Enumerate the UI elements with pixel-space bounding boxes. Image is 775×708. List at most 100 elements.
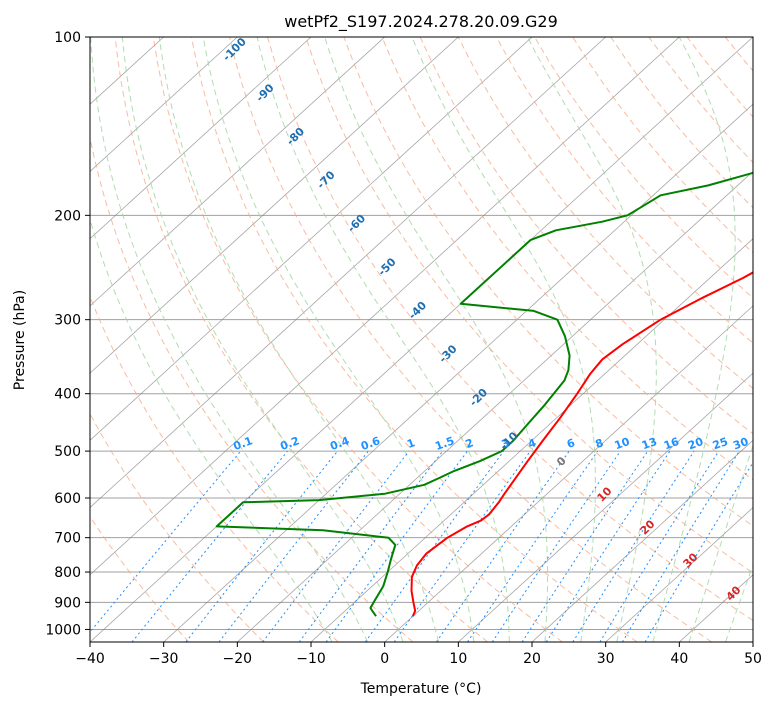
x-axis: −40 −30 −20 −10 0 10 20 30 40 50 <box>75 642 762 667</box>
y-tick-label: 600 <box>54 491 81 507</box>
isotherm-line <box>90 37 606 509</box>
dry-adiabat-label: -90 <box>253 81 276 104</box>
moist-adiabat <box>202 37 475 642</box>
mixing-ratio-label: 6 <box>565 436 577 451</box>
mixing-ratio-line <box>467 450 599 642</box>
mixing-ratio-line <box>393 450 531 642</box>
mixing-ratio-line <box>131 450 288 642</box>
x-tick-label: −30 <box>149 651 179 667</box>
x-tick-label: −20 <box>223 651 253 667</box>
isotherm-line <box>237 170 753 642</box>
dry-adiabat <box>229 37 712 642</box>
dry-adiabat-label: -40 <box>406 299 429 322</box>
mixing-ratio-line <box>521 450 649 642</box>
mixing-ratio-line <box>364 450 505 642</box>
moist-adiabat <box>324 37 549 642</box>
dry-adiabat-label: -80 <box>284 125 307 148</box>
dry-adiabat <box>90 412 264 642</box>
isotherm-line <box>163 103 753 642</box>
y-axis: 100 200 300 400 500 600 700 800 900 1000 <box>45 30 90 638</box>
chart-title: wetPf2_S197.2024.278.20.09.G29 <box>284 12 558 32</box>
dry-adiabat-label: -20 <box>467 386 490 409</box>
moist-adiabat <box>411 37 596 642</box>
guide-labels: 0.1 0.2 0.4 0.6 1 1.5 2 3 4 6 8 10 13 16 20 25 30 36-100-… <box>220 37 771 604</box>
isotherm-line <box>90 37 459 374</box>
x-tick-label: 10 <box>449 651 467 667</box>
isotherm-line <box>90 37 680 576</box>
dry-adiabat-label: -30 <box>436 342 459 365</box>
isotherm-line <box>90 37 753 642</box>
mixing-ratio-label: 1.5 <box>433 434 456 453</box>
mixing-ratio-line <box>90 450 242 633</box>
moist-adiabat <box>688 444 753 642</box>
mixing-ratio-label: 8 <box>594 436 606 451</box>
y-tick-label: 800 <box>54 565 81 581</box>
y-axis-title: Pressure (hPa) <box>12 290 28 390</box>
isotherm-line <box>384 305 753 642</box>
dry-adiabat-label: -50 <box>375 255 398 278</box>
dry-adiabat <box>381 37 753 481</box>
moist-adiabat-label: 20 <box>638 517 658 537</box>
isotherm-line <box>752 641 753 642</box>
dry-adiabat <box>686 37 753 118</box>
moist-adiabat <box>90 217 333 642</box>
dewpoint-profile <box>215 171 753 617</box>
x-tick-label: 50 <box>744 651 762 667</box>
mixing-ratio-label: 13 <box>640 435 659 452</box>
y-tick-label: 200 <box>54 208 81 224</box>
mixing-ratio-label: 0.4 <box>328 434 351 453</box>
y-tick-label: 900 <box>54 595 81 611</box>
mixing-ratio-label: 3 <box>500 436 512 451</box>
mixing-ratio-label: 1 <box>405 436 417 451</box>
mixing-ratio-line <box>621 450 740 642</box>
plot-area: 0.1 0.2 0.4 0.6 1 1.5 2 3 4 6 8 10 13 16 20 25 30 36-100-… <box>90 37 775 642</box>
dry-adiabat-label: -10 <box>497 429 520 452</box>
mixing-ratio-label: 36 <box>752 435 771 453</box>
dry-adiabat <box>763 37 775 642</box>
mixing-ratio-label: 0.1 <box>232 434 255 453</box>
moist-adiabat-label: 0 <box>554 454 569 469</box>
dry-adiabat <box>190 37 638 642</box>
mixing-ratio-label: 30 <box>731 435 750 453</box>
dry-adiabat <box>572 37 753 254</box>
mixing-ratio-line <box>262 450 410 642</box>
mixing-ratio-label: 20 <box>686 435 705 453</box>
moist-adiabat <box>527 37 657 642</box>
isotherm-line <box>458 372 753 642</box>
dry-adiabat <box>495 37 753 344</box>
mixing-ratio-label: 10 <box>613 435 632 453</box>
sounding-series <box>215 171 753 617</box>
isotherm-line <box>90 37 238 172</box>
dry-adiabat <box>305 37 753 574</box>
moist-adiabat <box>652 37 736 642</box>
x-tick-label: −10 <box>296 651 326 667</box>
isotherm-line <box>90 37 533 441</box>
dry-adiabat <box>90 515 190 642</box>
mixing-ratio-line <box>218 450 369 642</box>
isotherm-line <box>90 37 312 240</box>
dry-adiabat <box>457 37 753 389</box>
isotherm-grid <box>90 37 753 642</box>
mixing-ratio-line <box>325 450 468 642</box>
y-tick-label: 300 <box>54 313 81 329</box>
isotherm-line <box>90 37 385 307</box>
moist-adiabat <box>158 37 439 642</box>
mixing-ratio-label: 16 <box>662 435 681 453</box>
dry-adiabat <box>152 37 563 642</box>
mixing-ratio-label: 4 <box>526 436 538 451</box>
x-tick-label: 30 <box>597 651 615 667</box>
x-tick-label: 40 <box>670 651 688 667</box>
y-tick-label: 400 <box>54 387 81 403</box>
mixing-ratio-line <box>599 450 720 642</box>
moist-adiabat <box>725 563 753 642</box>
mixing-ratio-label: 0.2 <box>278 434 301 453</box>
mixing-ratio-line <box>545 450 671 642</box>
dry-adiabat <box>90 135 414 642</box>
moist-adiabat <box>256 37 510 642</box>
mixing-ratio-line <box>644 461 753 642</box>
dry-adiabat <box>267 37 753 622</box>
moist-adiabats <box>90 37 753 642</box>
dry-adiabat <box>343 37 753 527</box>
moist-adiabat-label: 30 <box>681 550 701 570</box>
